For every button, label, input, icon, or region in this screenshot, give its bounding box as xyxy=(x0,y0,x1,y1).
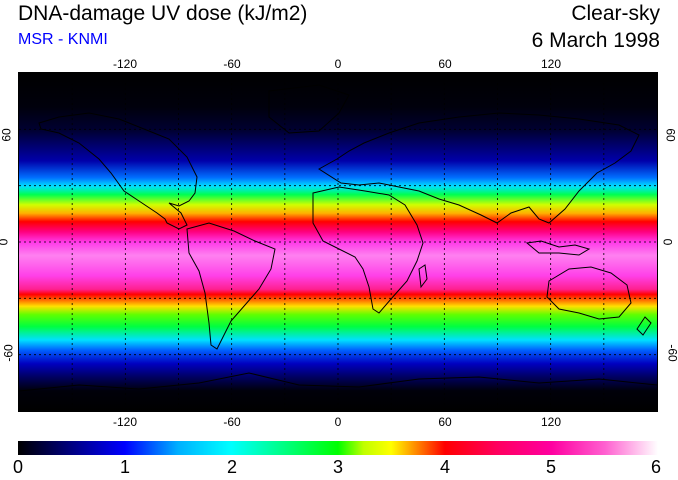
colorbar-label: 4 xyxy=(439,457,451,477)
top-lon-tick-label: -120 xyxy=(112,57,138,71)
colorbar-label: 3 xyxy=(332,457,344,477)
date-label: 6 March 1998 xyxy=(531,29,660,52)
colorbar-label: 6 xyxy=(650,457,662,477)
coastline-eurasia xyxy=(318,112,640,224)
top-lon-tick-label: 60 xyxy=(438,57,452,71)
graticule xyxy=(19,73,657,411)
top-lon-tick-label: -60 xyxy=(223,57,241,71)
colorbar-label: 2 xyxy=(226,457,238,477)
coastline-madagascar xyxy=(418,264,428,289)
coastline-antarctica xyxy=(19,372,657,392)
right-lat-tick-label: 0 xyxy=(660,238,675,246)
sky-condition-label: Clear-sky xyxy=(571,2,660,25)
colorbar-label: 1 xyxy=(119,457,131,477)
colorbar-label: 5 xyxy=(545,457,557,477)
map-overlay xyxy=(19,73,657,411)
bottom-lon-tick-label: 120 xyxy=(540,415,562,429)
coastlines xyxy=(19,84,657,392)
coastline-indonesia xyxy=(525,240,591,256)
bottom-lon-tick-label: 0 xyxy=(334,415,342,429)
right-lat-tick-label: 60 xyxy=(663,128,678,142)
top-lon-tick-label: 0 xyxy=(334,57,342,71)
colorbar xyxy=(18,441,658,455)
coastline-africa xyxy=(312,186,424,314)
coastline-north-america xyxy=(38,112,198,230)
bottom-lon-tick-label: -120 xyxy=(112,415,138,429)
coastline-south-america xyxy=(186,222,276,350)
top-lon-tick-label: 120 xyxy=(540,57,562,71)
left-lat-tick-label: 0 xyxy=(0,239,10,246)
left-lat-tick-label: -60 xyxy=(1,344,16,362)
right-lat-tick-label: -60 xyxy=(665,344,678,362)
bottom-lon-tick-label: 60 xyxy=(438,415,452,429)
left-lat-tick-label: 60 xyxy=(0,128,14,142)
map-title: DNA-damage UV dose (kJ/m2) xyxy=(18,2,308,25)
coastline-greenland xyxy=(268,84,350,134)
bottom-lon-tick-label: -60 xyxy=(223,415,241,429)
uv-dose-map xyxy=(18,72,658,412)
colorbar-label: 0 xyxy=(12,457,24,477)
coastline-new-zealand xyxy=(636,316,652,336)
source-label: MSR - KNMI xyxy=(18,31,108,48)
coastline-australia xyxy=(546,266,632,320)
